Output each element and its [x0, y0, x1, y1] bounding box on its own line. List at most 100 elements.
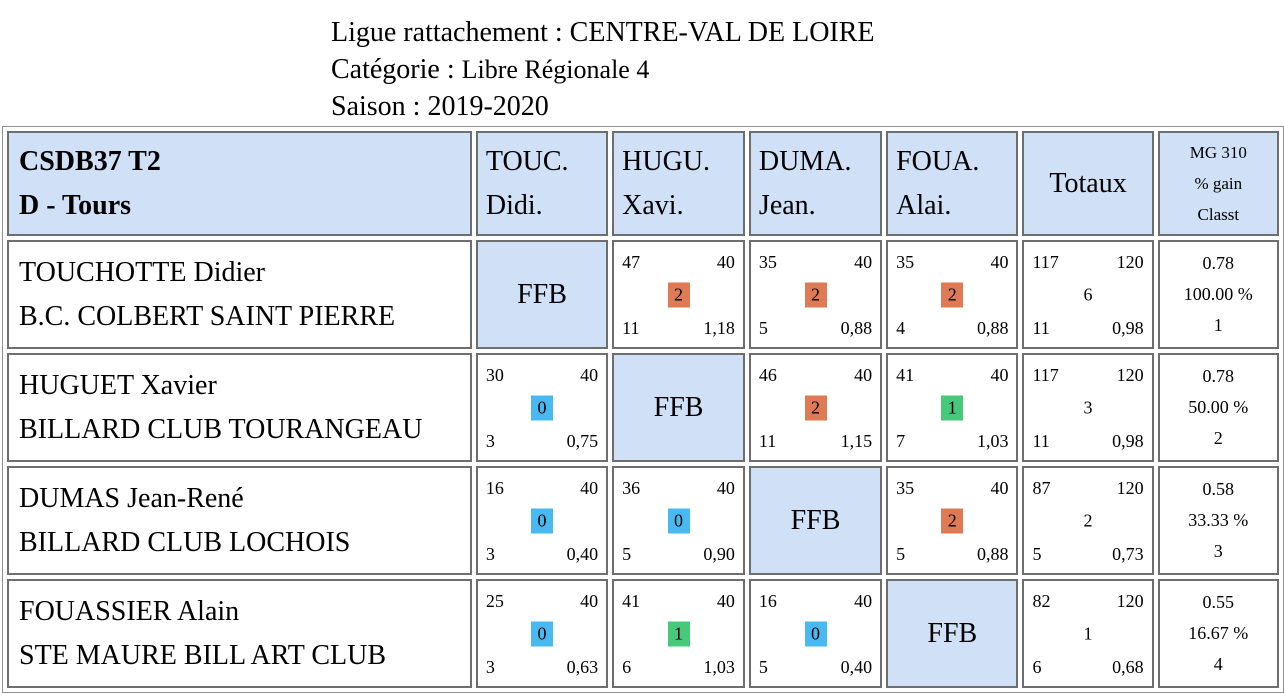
categorie-label: Catégorie :	[331, 54, 462, 85]
col-header-l1: HUGU.	[622, 145, 711, 177]
distance: 40	[854, 252, 873, 272]
categorie-line: Catégorie : Libre Régionale 4	[331, 51, 875, 88]
mg-label: MG 310	[1189, 143, 1247, 162]
ranking: 3	[1213, 541, 1223, 561]
moyenne: 1,03	[703, 657, 735, 677]
match-points-badge: 0	[667, 508, 690, 533]
categorie-value: Libre Régionale 4	[461, 55, 650, 84]
player-name: DUMAS Jean-René	[19, 482, 244, 514]
moyenne: 0,73	[1112, 544, 1144, 564]
reprises: 5	[622, 544, 632, 564]
moyenne: 1,03	[976, 431, 1009, 451]
distance: 40	[716, 252, 735, 272]
match-points-wrap: 2	[804, 395, 827, 420]
match-points-badge: 2	[804, 395, 827, 420]
ranking: 2	[1213, 428, 1223, 448]
match-points-wrap: 0	[531, 621, 553, 646]
match-points-badge: 2	[941, 508, 964, 533]
player-row: DUMAS Jean-René BILLARD CLUB LOCHOIS 16 40 3…	[7, 466, 1279, 575]
match-points-badge: 2	[804, 282, 827, 307]
player-name: HUGUET Xavier	[19, 369, 217, 401]
distance: 120	[1116, 591, 1144, 611]
moyenne: 0,98	[1112, 318, 1144, 338]
points-scored: 41	[896, 365, 915, 385]
match-points-wrap: 0	[667, 508, 690, 533]
reprises: 7	[896, 431, 906, 451]
match-points-wrap: 0	[804, 621, 827, 646]
match-points-wrap: 1	[667, 621, 690, 646]
ranking: 4	[1213, 654, 1223, 674]
reprises: 5	[896, 544, 906, 564]
player-row: TOUCHOTTE Didier B.C. COLBERT SAINT PIERR…	[7, 240, 1279, 349]
mg-header: MG 310 % gain Classt	[1157, 131, 1279, 236]
mg-value: 0.78	[1202, 253, 1235, 273]
moyenne: 0,88	[976, 544, 1009, 564]
player-club: BILLARD CLUB LOCHOIS	[19, 526, 351, 558]
moyenne: 0,63	[566, 657, 599, 677]
player-cell: DUMAS Jean-René BILLARD CLUB LOCHOIS	[7, 466, 472, 575]
moyenne: 0,88	[840, 318, 873, 338]
match-points-wrap: 2	[1084, 510, 1093, 531]
distance: 40	[580, 591, 599, 611]
col-header-touc: TOUC. Didi.	[475, 131, 609, 236]
reprises: 11	[622, 318, 640, 338]
stats-cell: 0.55 16.67 % 4	[1157, 579, 1279, 688]
points-scored: 35	[758, 252, 777, 272]
points-scored: 35	[896, 478, 915, 498]
player-cell: FOUASSIER Alain STE MAURE BILL ART CLUB	[7, 579, 472, 688]
gain-percent: 33.33 %	[1188, 510, 1249, 530]
header-row: CSDB37 T2 D - Tours TOUC. Didi. HUGU. Xa…	[7, 131, 1279, 236]
reprises: 4	[896, 318, 906, 338]
ffb-cell: FFB	[612, 353, 745, 462]
match-points-wrap: 2	[667, 282, 690, 307]
points-scored: 16	[485, 478, 504, 498]
player-club: STE MAURE BILL ART CLUB	[19, 639, 387, 671]
moyenne: 0,68	[1112, 657, 1144, 677]
col-header-duma: DUMA. Jean.	[748, 131, 883, 236]
distance: 120	[1116, 478, 1144, 498]
moyenne: 1,18	[703, 318, 735, 338]
match-cell: 16 40 5 0,40 0	[748, 579, 883, 688]
distance: 40	[716, 591, 735, 611]
reprises: 3	[485, 431, 495, 451]
total-points: 1	[1083, 623, 1093, 643]
ranking: 1	[1213, 315, 1223, 335]
ffb-cell: FFB	[475, 240, 609, 349]
points-scored: 25	[485, 591, 504, 611]
moyenne: 1,15	[840, 431, 873, 451]
distance: 40	[580, 478, 599, 498]
saison-line: Saison : 2019-2020	[331, 91, 549, 122]
match-cell: 47 40 11 1,18 2	[612, 240, 745, 349]
reprises: 5	[758, 657, 768, 677]
points-scored: 35	[896, 252, 915, 272]
match-cell: 35 40 4 0,88 2	[886, 240, 1019, 349]
reprises: 11	[1032, 318, 1050, 338]
col-header-foua: FOUA. Alai.	[886, 131, 1019, 236]
reprises: 5	[1032, 544, 1042, 564]
moyenne: 0,88	[976, 318, 1009, 338]
results-table: CSDB37 T2 D - Tours TOUC. Didi. HUGU. Xa…	[2, 126, 1284, 693]
match-cell: 35 40 5 0,88 2	[748, 240, 883, 349]
match-points-badge: 0	[531, 508, 553, 533]
points-scored: 87	[1032, 478, 1051, 498]
match-points-wrap: 3	[1084, 397, 1093, 418]
moyenne: 0,40	[840, 657, 873, 677]
match-points-wrap: 2	[941, 508, 964, 533]
match-points-wrap: 1	[941, 395, 964, 420]
match-cell: 30 40 3 0,75 0	[475, 353, 609, 462]
match-cell: 16 40 3 0,40 0	[475, 466, 609, 575]
totals-cell: 117 120 11 0,98 6	[1022, 240, 1154, 349]
gain-percent: 50.00 %	[1188, 397, 1249, 417]
gain-percent: 16.67 %	[1188, 623, 1249, 643]
mg-value: 0.58	[1202, 479, 1235, 499]
reprises: 6	[1032, 657, 1042, 677]
moyenne: 0,40	[566, 544, 599, 564]
moyenne: 0,98	[1112, 431, 1144, 451]
match-points-wrap: 1	[1084, 623, 1093, 644]
page-header: Ligue rattachement : CENTRE-VAL DE LOIRE…	[331, 14, 875, 125]
reprises: 6	[622, 657, 632, 677]
player-club: BILLARD CLUB TOURANGEAU	[19, 413, 423, 445]
totals-cell: 117 120 11 0,98 3	[1022, 353, 1154, 462]
classt-label: Classt	[1197, 205, 1240, 224]
distance: 40	[854, 591, 873, 611]
